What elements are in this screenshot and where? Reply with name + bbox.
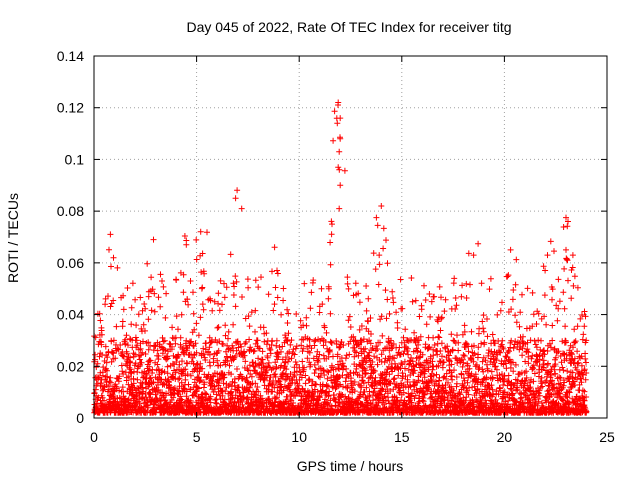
x-tick-label: 20 [497,429,513,445]
x-tick-label: 5 [193,429,201,445]
y-tick-label: 0.14 [57,48,84,64]
y-axis-label: ROTI / TECUs [5,193,21,283]
y-tick-label: 0.08 [57,203,84,219]
x-tick-label: 0 [90,429,98,445]
grid-lines [94,56,607,418]
y-tick-label: 0.02 [57,358,84,374]
y-tick-label: 0.1 [65,151,85,167]
x-tick-label: 15 [394,429,410,445]
plot-frame [93,55,608,419]
x-tick-label: 25 [599,429,615,445]
x-tick-labels: 0 5 10 15 20 25 [90,429,615,445]
y-tick-label: 0.04 [57,307,84,323]
y-tick-labels: 0 0.02 0.04 0.06 0.08 0.1 0.12 0.14 [57,48,84,426]
x-axis-label: GPS time / hours [297,458,404,474]
data-points [91,99,590,416]
roti-point-markers [91,99,590,416]
x-tick-label: 10 [291,429,307,445]
axis-ticks [93,55,608,419]
y-tick-label: 0 [76,410,84,426]
y-tick-label: 0.12 [57,100,84,116]
y-tick-label: 0.06 [57,255,84,271]
chart-title: Day 045 of 2022, Rate Of TEC Index for r… [186,19,511,35]
